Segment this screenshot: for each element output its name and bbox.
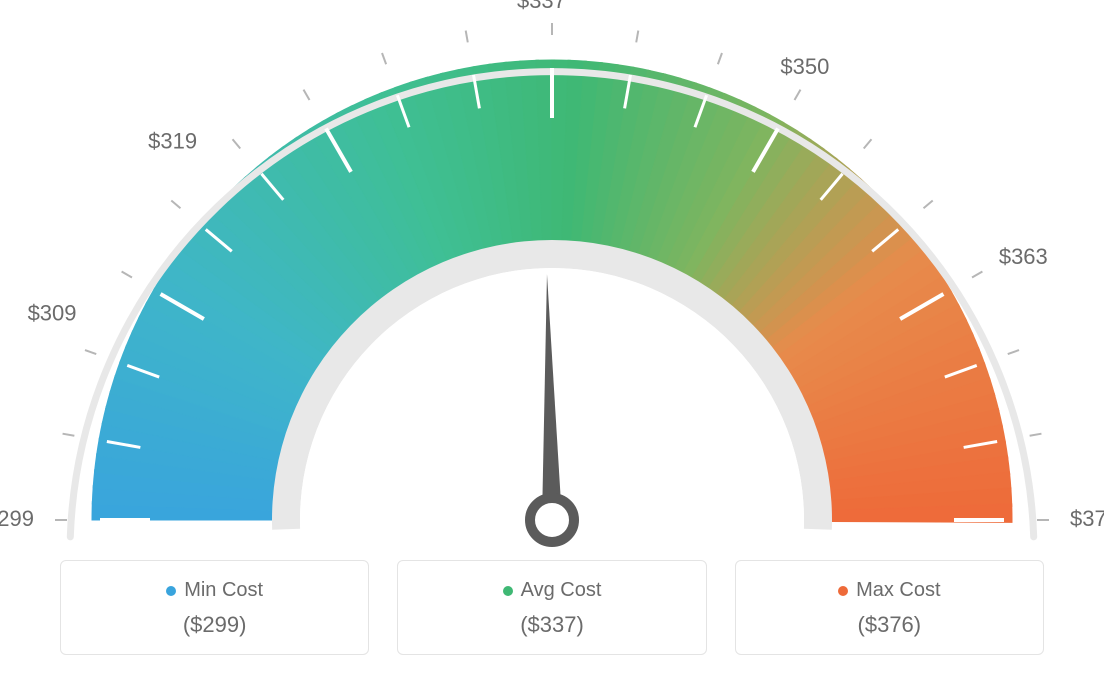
legend-value-avg: ($337) <box>408 612 695 638</box>
legend-value-max: ($376) <box>746 612 1033 638</box>
gauge-tick-label: $299 <box>0 506 34 531</box>
legend-value-min: ($299) <box>71 612 358 638</box>
legend-label-wrap: Min Cost <box>166 579 263 602</box>
legend-label-wrap: Max Cost <box>838 579 940 602</box>
legend-card-min: Min Cost ($299) <box>60 560 369 655</box>
legend-card-avg: Avg Cost ($337) <box>397 560 706 655</box>
dot-avg <box>503 586 513 596</box>
legend-row: Min Cost ($299) Avg Cost ($337) Max Cost… <box>0 560 1104 685</box>
gauge-tick-label: $350 <box>780 54 829 79</box>
legend-label-avg: Avg Cost <box>521 579 602 602</box>
legend-label-wrap: Avg Cost <box>503 579 602 602</box>
dot-min <box>166 586 176 596</box>
legend-card-max: Max Cost ($376) <box>735 560 1044 655</box>
dot-max <box>838 586 848 596</box>
legend-label-max: Max Cost <box>856 579 940 602</box>
gauge-svg: $299 $309 $319 $337 $350 $363 $376 <box>0 0 1104 560</box>
legend-label-min: Min Cost <box>184 579 263 602</box>
gauge-tick-label: $309 <box>28 300 77 325</box>
gauge-tick-label: $363 <box>999 244 1048 269</box>
gauge-tick-label: $337 <box>517 0 566 13</box>
gauge-tick-label: $376 <box>1070 506 1104 531</box>
gauge-tick-label: $319 <box>148 129 197 154</box>
gauge-chart: $299 $309 $319 $337 $350 $363 $376 <box>0 0 1104 560</box>
